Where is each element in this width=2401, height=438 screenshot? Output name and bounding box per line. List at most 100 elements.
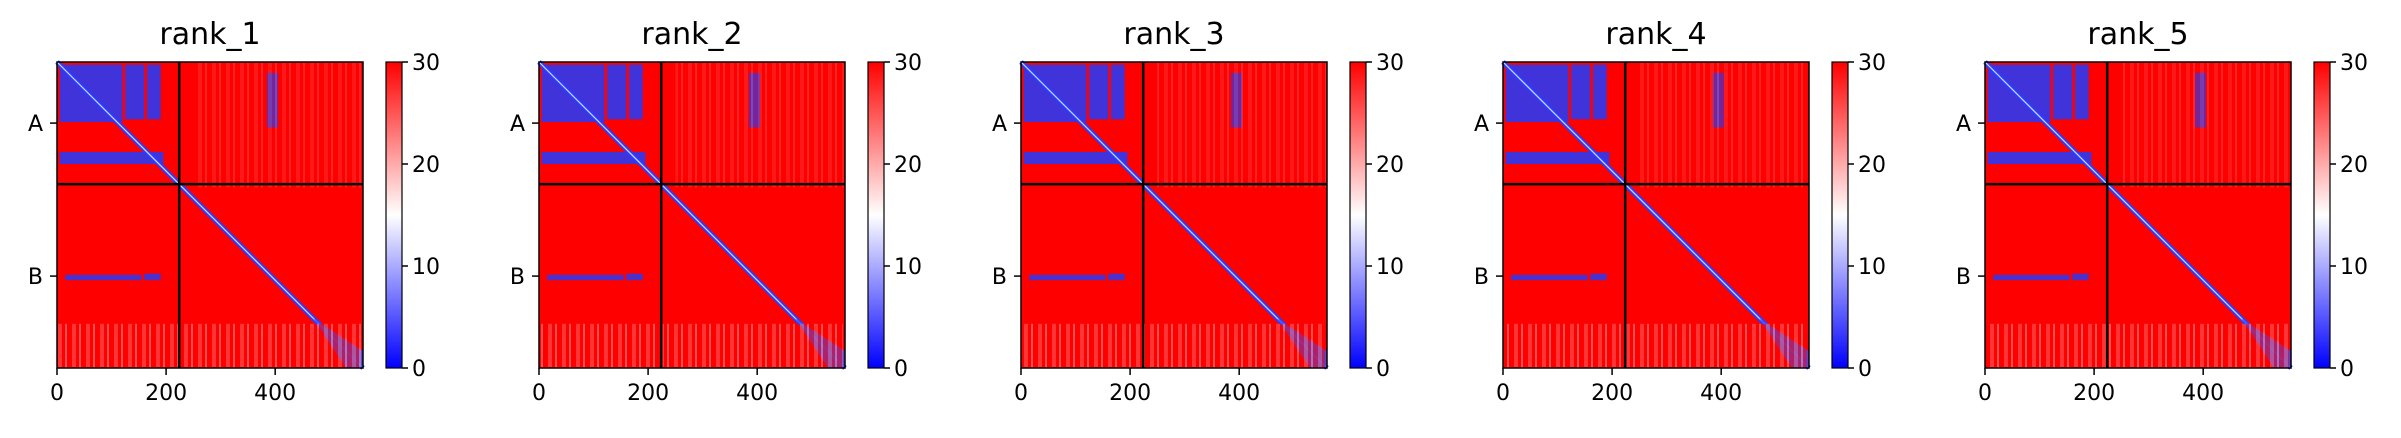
colorbar-tick-label: 20 [412, 153, 440, 178]
chain-label: A [1474, 112, 1489, 137]
chain-a-subblock [1571, 64, 1591, 120]
low-confidence-band [57, 323, 361, 368]
colorbar-tick-label: 0 [2340, 357, 2354, 382]
interchain-contact-row [1590, 273, 1607, 281]
chain-a-subblock [125, 64, 145, 120]
colorbar [2313, 61, 2331, 369]
axes-frame [538, 61, 846, 369]
x-tick-label: 200 [1591, 381, 1633, 406]
x-tick-label: 0 [1014, 381, 1028, 406]
panel-title: rank_1 [159, 17, 260, 52]
colorbar-tick-label: 0 [412, 357, 426, 382]
x-tick-label: 400 [1700, 381, 1742, 406]
interchain-contact-row [1511, 274, 1588, 281]
chain-a-subblock [1593, 64, 1607, 120]
chain-a-subblock [2053, 64, 2073, 120]
colorbar-tick-label: 30 [894, 51, 922, 76]
chain-label: B [992, 265, 1007, 290]
axes-frame [1020, 61, 1328, 369]
x-tick-label: 200 [145, 381, 187, 406]
chain-label: A [1956, 112, 1971, 137]
colorbar-tick-label: 10 [2340, 255, 2368, 280]
colorbar [1831, 61, 1849, 369]
heatmap-panel-5: rank_5 0 200 400 A B 0 10 20 30 [1956, 17, 2368, 406]
x-tick-label: 200 [1109, 381, 1151, 406]
x-tick-label: 200 [2073, 381, 2115, 406]
offdiagonal-texture [1639, 62, 1809, 188]
low-confidence-band [1985, 323, 2289, 368]
interchain-contact-row [547, 274, 624, 281]
diagonal-center [538, 61, 846, 369]
chain-a-subblock [2075, 64, 2089, 120]
axes-frame [56, 61, 364, 369]
colorbar-tick-label: 30 [1858, 51, 1886, 76]
colorbar-tick-label: 0 [1376, 357, 1390, 382]
colorbar-tick-label: 30 [2340, 51, 2368, 76]
x-tick-label: 200 [627, 381, 669, 406]
interchain-contact-row [65, 274, 142, 281]
colorbar-tick-label: 20 [894, 153, 922, 178]
chain-a-helix-block [541, 152, 646, 164]
colorbar-tick-label: 20 [1376, 153, 1404, 178]
heatmap-panel-2: rank_2 0 200 400 A B 0 10 20 30 [510, 17, 922, 406]
interchain-contact-row [144, 273, 161, 281]
colorbar-tick-label: 10 [1376, 255, 1404, 280]
colorbar [385, 61, 403, 369]
chain-a-helix-block [1987, 152, 2092, 164]
panel-title: rank_2 [641, 17, 742, 52]
offdiagonal-texture [675, 62, 845, 188]
x-tick-label: 400 [2182, 381, 2224, 406]
chain-a-subblock [629, 64, 643, 120]
interchain-contact-row [2072, 273, 2089, 281]
panel-title: rank_4 [1605, 17, 1706, 52]
x-tick-label: 0 [1496, 381, 1510, 406]
x-tick-label: 400 [254, 381, 296, 406]
heatmap-panel-4: rank_4 0 200 400 A B 0 10 20 30 [1474, 17, 1886, 406]
low-confidence-band [1503, 323, 1807, 368]
diagonal-center [56, 61, 364, 369]
offdiagonal-texture [193, 62, 363, 188]
low-confidence-band [539, 323, 843, 368]
chain-label: A [510, 112, 525, 137]
chain-a-subblock [1111, 64, 1125, 120]
chain-label: B [1956, 265, 1971, 290]
chain-a-subblock [147, 64, 161, 120]
x-tick-label: 400 [1218, 381, 1260, 406]
x-tick-label: 400 [736, 381, 778, 406]
chain-a-subblock [1089, 64, 1109, 120]
x-tick-label: 0 [50, 381, 64, 406]
colorbar-tick-label: 20 [1858, 153, 1886, 178]
offdiagonal-texture [2121, 62, 2291, 188]
chain-label: A [28, 112, 43, 137]
axes-frame [1502, 61, 1810, 369]
chain-a-helix-block [1505, 152, 1610, 164]
colorbar-tick-label: 30 [412, 51, 440, 76]
chain-a-subblock [607, 64, 627, 120]
x-tick-label: 0 [1978, 381, 1992, 406]
colorbar [1349, 61, 1367, 369]
colorbar-tick-label: 0 [1858, 357, 1872, 382]
chain-label: A [992, 112, 1007, 137]
colorbar-tick-label: 10 [412, 255, 440, 280]
panel-title: rank_3 [1123, 17, 1224, 52]
chain-label: B [510, 265, 525, 290]
heatmap-panel-3: rank_3 0 200 400 A B 0 10 20 30 [992, 17, 1404, 406]
chain-label: B [28, 265, 43, 290]
panel-title: rank_5 [2087, 17, 2188, 52]
diagonal-center [1984, 61, 2292, 369]
interchain-contact-row [1029, 274, 1106, 281]
interchain-contact-row [1993, 274, 2070, 281]
chain-label: B [1474, 265, 1489, 290]
x-tick-label: 0 [532, 381, 546, 406]
colorbar-tick-label: 10 [1858, 255, 1886, 280]
interchain-contact-row [1108, 273, 1125, 281]
colorbar-tick-label: 20 [2340, 153, 2368, 178]
colorbar-tick-label: 0 [894, 357, 908, 382]
chain-a-helix-block [59, 152, 164, 164]
colorbar-tick-label: 10 [894, 255, 922, 280]
heatmap-panel-1: rank_1 0 200 400 A B 0 10 20 30 [28, 17, 440, 406]
colorbar-tick-label: 30 [1376, 51, 1404, 76]
interchain-contact-row [626, 273, 643, 281]
axes-frame [1984, 61, 2292, 369]
